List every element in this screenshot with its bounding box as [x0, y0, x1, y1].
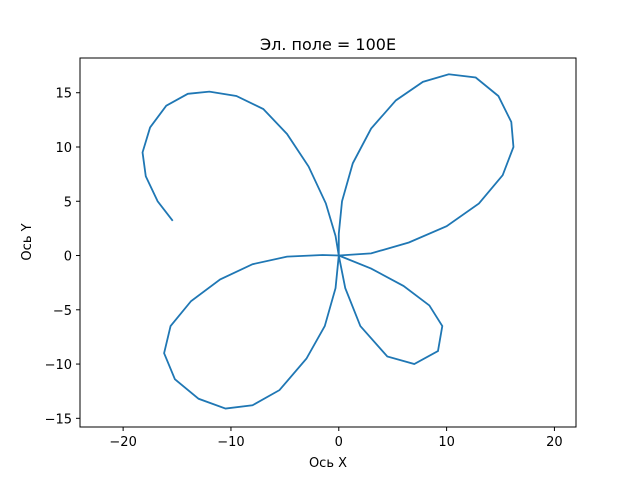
x-tick-label: 10 [438, 435, 455, 450]
y-tick-label: 5 [64, 195, 72, 210]
x-tick-label: −20 [109, 435, 136, 450]
x-axis: −20 −10 0 10 20 [109, 427, 563, 450]
x-tick-label: 0 [335, 435, 343, 450]
y-tick-label: 15 [55, 87, 72, 102]
plot-area [79, 57, 577, 428]
y-axis-label: Ось Y [20, 223, 35, 260]
x-tick-label: −10 [217, 435, 244, 450]
y-tick-label: −15 [45, 412, 72, 427]
y-tick-label: −10 [45, 358, 72, 373]
y-tick-label: −5 [53, 304, 72, 319]
x-tick-label: 20 [546, 435, 563, 450]
data-series-line [141, 73, 515, 410]
y-tick-label: 0 [64, 250, 72, 265]
y-axis: −15 −10 −5 0 5 10 15 [45, 87, 80, 427]
plot-frame [79, 57, 577, 428]
chart-title: Эл. поле = 100E [260, 35, 396, 54]
x-axis-label: Ось X [309, 456, 347, 471]
y-tick-label: 10 [55, 141, 72, 156]
